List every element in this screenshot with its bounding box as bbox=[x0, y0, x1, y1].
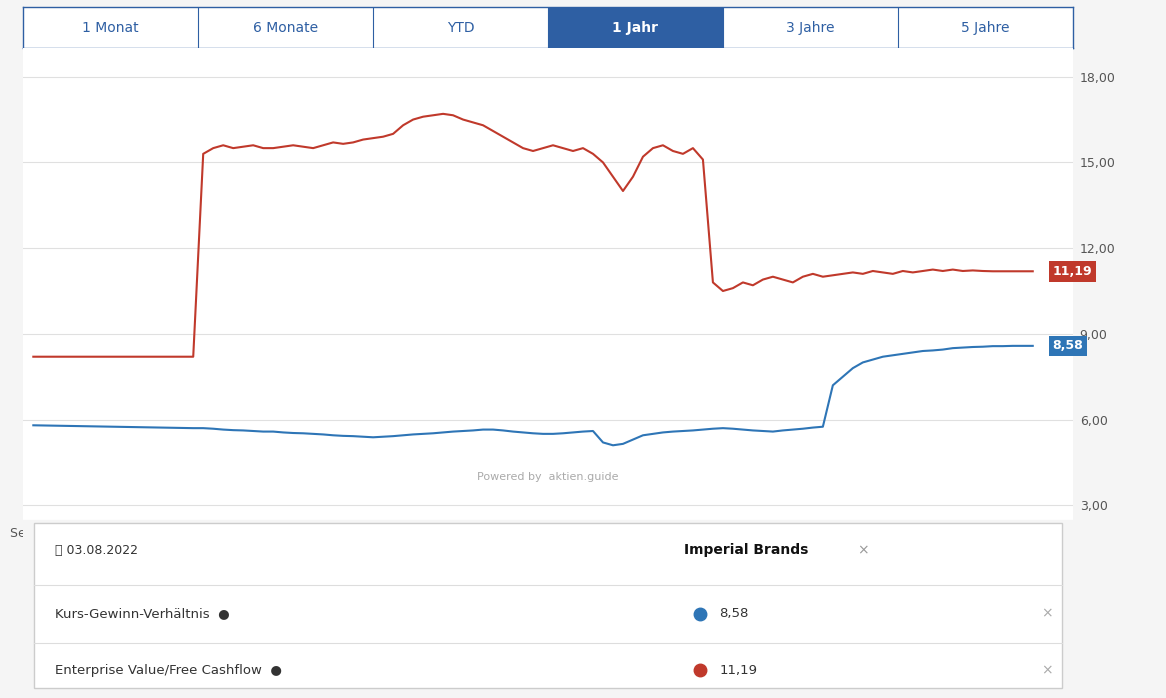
Text: 5 Jahre: 5 Jahre bbox=[961, 20, 1010, 35]
Text: Powered by  aktien.guide: Powered by aktien.guide bbox=[477, 472, 619, 482]
Text: 6 Monate: 6 Monate bbox=[253, 20, 318, 35]
Text: 3 Jahre: 3 Jahre bbox=[786, 20, 835, 35]
Text: Enterprise Value/Free Cashflow  ●: Enterprise Value/Free Cashflow ● bbox=[55, 664, 282, 677]
Text: Kurs-Gewinn-Verhältnis  ●: Kurs-Gewinn-Verhältnis ● bbox=[55, 607, 230, 621]
Text: 📅 03.08.2022: 📅 03.08.2022 bbox=[55, 544, 138, 557]
Text: YTD: YTD bbox=[447, 20, 475, 35]
Text: 1 Monat: 1 Monat bbox=[83, 20, 139, 35]
Text: 1 Jahr: 1 Jahr bbox=[612, 20, 659, 35]
Text: Imperial Brands: Imperial Brands bbox=[684, 544, 809, 558]
Text: 11,19: 11,19 bbox=[1053, 265, 1093, 278]
FancyBboxPatch shape bbox=[34, 523, 1062, 688]
FancyBboxPatch shape bbox=[548, 7, 723, 48]
Text: 8,58: 8,58 bbox=[719, 607, 749, 621]
Text: 8,58: 8,58 bbox=[1053, 339, 1083, 352]
Text: ×: × bbox=[1041, 607, 1052, 621]
Text: 11,19: 11,19 bbox=[719, 664, 757, 677]
Text: ×: × bbox=[1041, 663, 1052, 678]
Text: ×: × bbox=[858, 544, 869, 558]
